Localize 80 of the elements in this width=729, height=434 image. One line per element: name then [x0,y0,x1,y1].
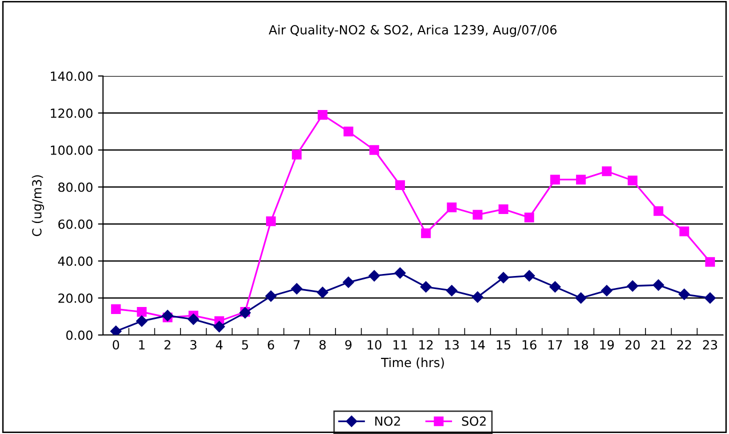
point [369,145,380,155]
x-tick-label: 0 [112,340,120,350]
x-tick-label: 18 [574,340,588,350]
point [110,326,122,335]
point [291,283,302,294]
point [342,276,354,288]
point [575,292,587,304]
y-tick-label: 120.00 [50,108,92,118]
x-tick-label: 22 [677,340,691,350]
x-tick-label: 17 [548,340,562,350]
chart-title: Air Quality-NO2 & SO2, Arica 1239, Aug/07/06 [268,24,557,37]
x-tick-label: 9 [345,340,352,350]
point [446,202,457,212]
x-tick-label: 11 [394,340,407,350]
point [136,316,148,327]
point [420,281,432,293]
point [628,176,638,186]
point [705,257,715,267]
x-tick-label: 20 [626,340,640,350]
y-tick-label: 80.00 [58,182,92,192]
x-tick-label: 3 [190,340,196,350]
x-tick-label: 16 [522,340,536,350]
y-tick-label: 40.00 [58,256,92,266]
point [136,307,147,317]
y-tick-label: 60.00 [58,219,92,229]
x-tick-label: 14 [471,340,485,350]
point [524,212,534,222]
point [214,321,225,332]
point [498,272,510,284]
x-axis-title: Time (hrs) [381,358,444,369]
point [316,286,328,298]
point [602,166,612,176]
x-tick-label: 1 [139,340,145,350]
point [292,150,302,160]
x-tick-label: 19 [600,340,614,350]
x-tick-label: 8 [319,340,326,350]
x-tick-label: 4 [216,340,223,350]
legend-label: NO2 [375,416,400,426]
point [188,314,200,325]
x-tick-label: 7 [294,340,300,350]
y-axis-title: C (ug/m3) [32,175,44,236]
point [626,280,638,292]
x-tick-label: 21 [651,340,666,350]
legend-label: SO2 [462,416,486,426]
point [318,110,328,120]
point [446,284,458,296]
point [704,292,716,304]
point [652,279,664,291]
x-tick-label: 23 [703,340,718,350]
y-tick-label: 20.00 [58,293,92,303]
point [524,270,535,282]
point [344,126,354,136]
point [395,180,405,190]
point [111,304,121,314]
x-tick-label: 15 [496,340,510,350]
y-tick-label: 0.00 [66,330,92,340]
point [679,226,690,236]
point [678,288,690,300]
point [266,216,276,226]
y-tick-label: 100.00 [50,145,92,155]
point [601,284,612,296]
point [576,174,586,184]
point [265,290,277,302]
point [550,174,560,184]
point [368,270,380,282]
point [472,210,482,220]
x-tick-label: 13 [445,340,459,350]
y-tick-label: 140.00 [50,71,92,81]
x-tick-label: 6 [268,340,274,350]
point [394,267,406,279]
point [472,291,484,303]
point [421,228,431,238]
point [498,204,508,214]
point [549,281,561,293]
point [162,310,174,322]
x-tick-label: 5 [242,340,248,350]
x-tick-label: 2 [164,340,170,350]
x-tick-label: 12 [419,340,433,350]
x-tick-label: 10 [368,340,382,350]
point [654,206,664,216]
